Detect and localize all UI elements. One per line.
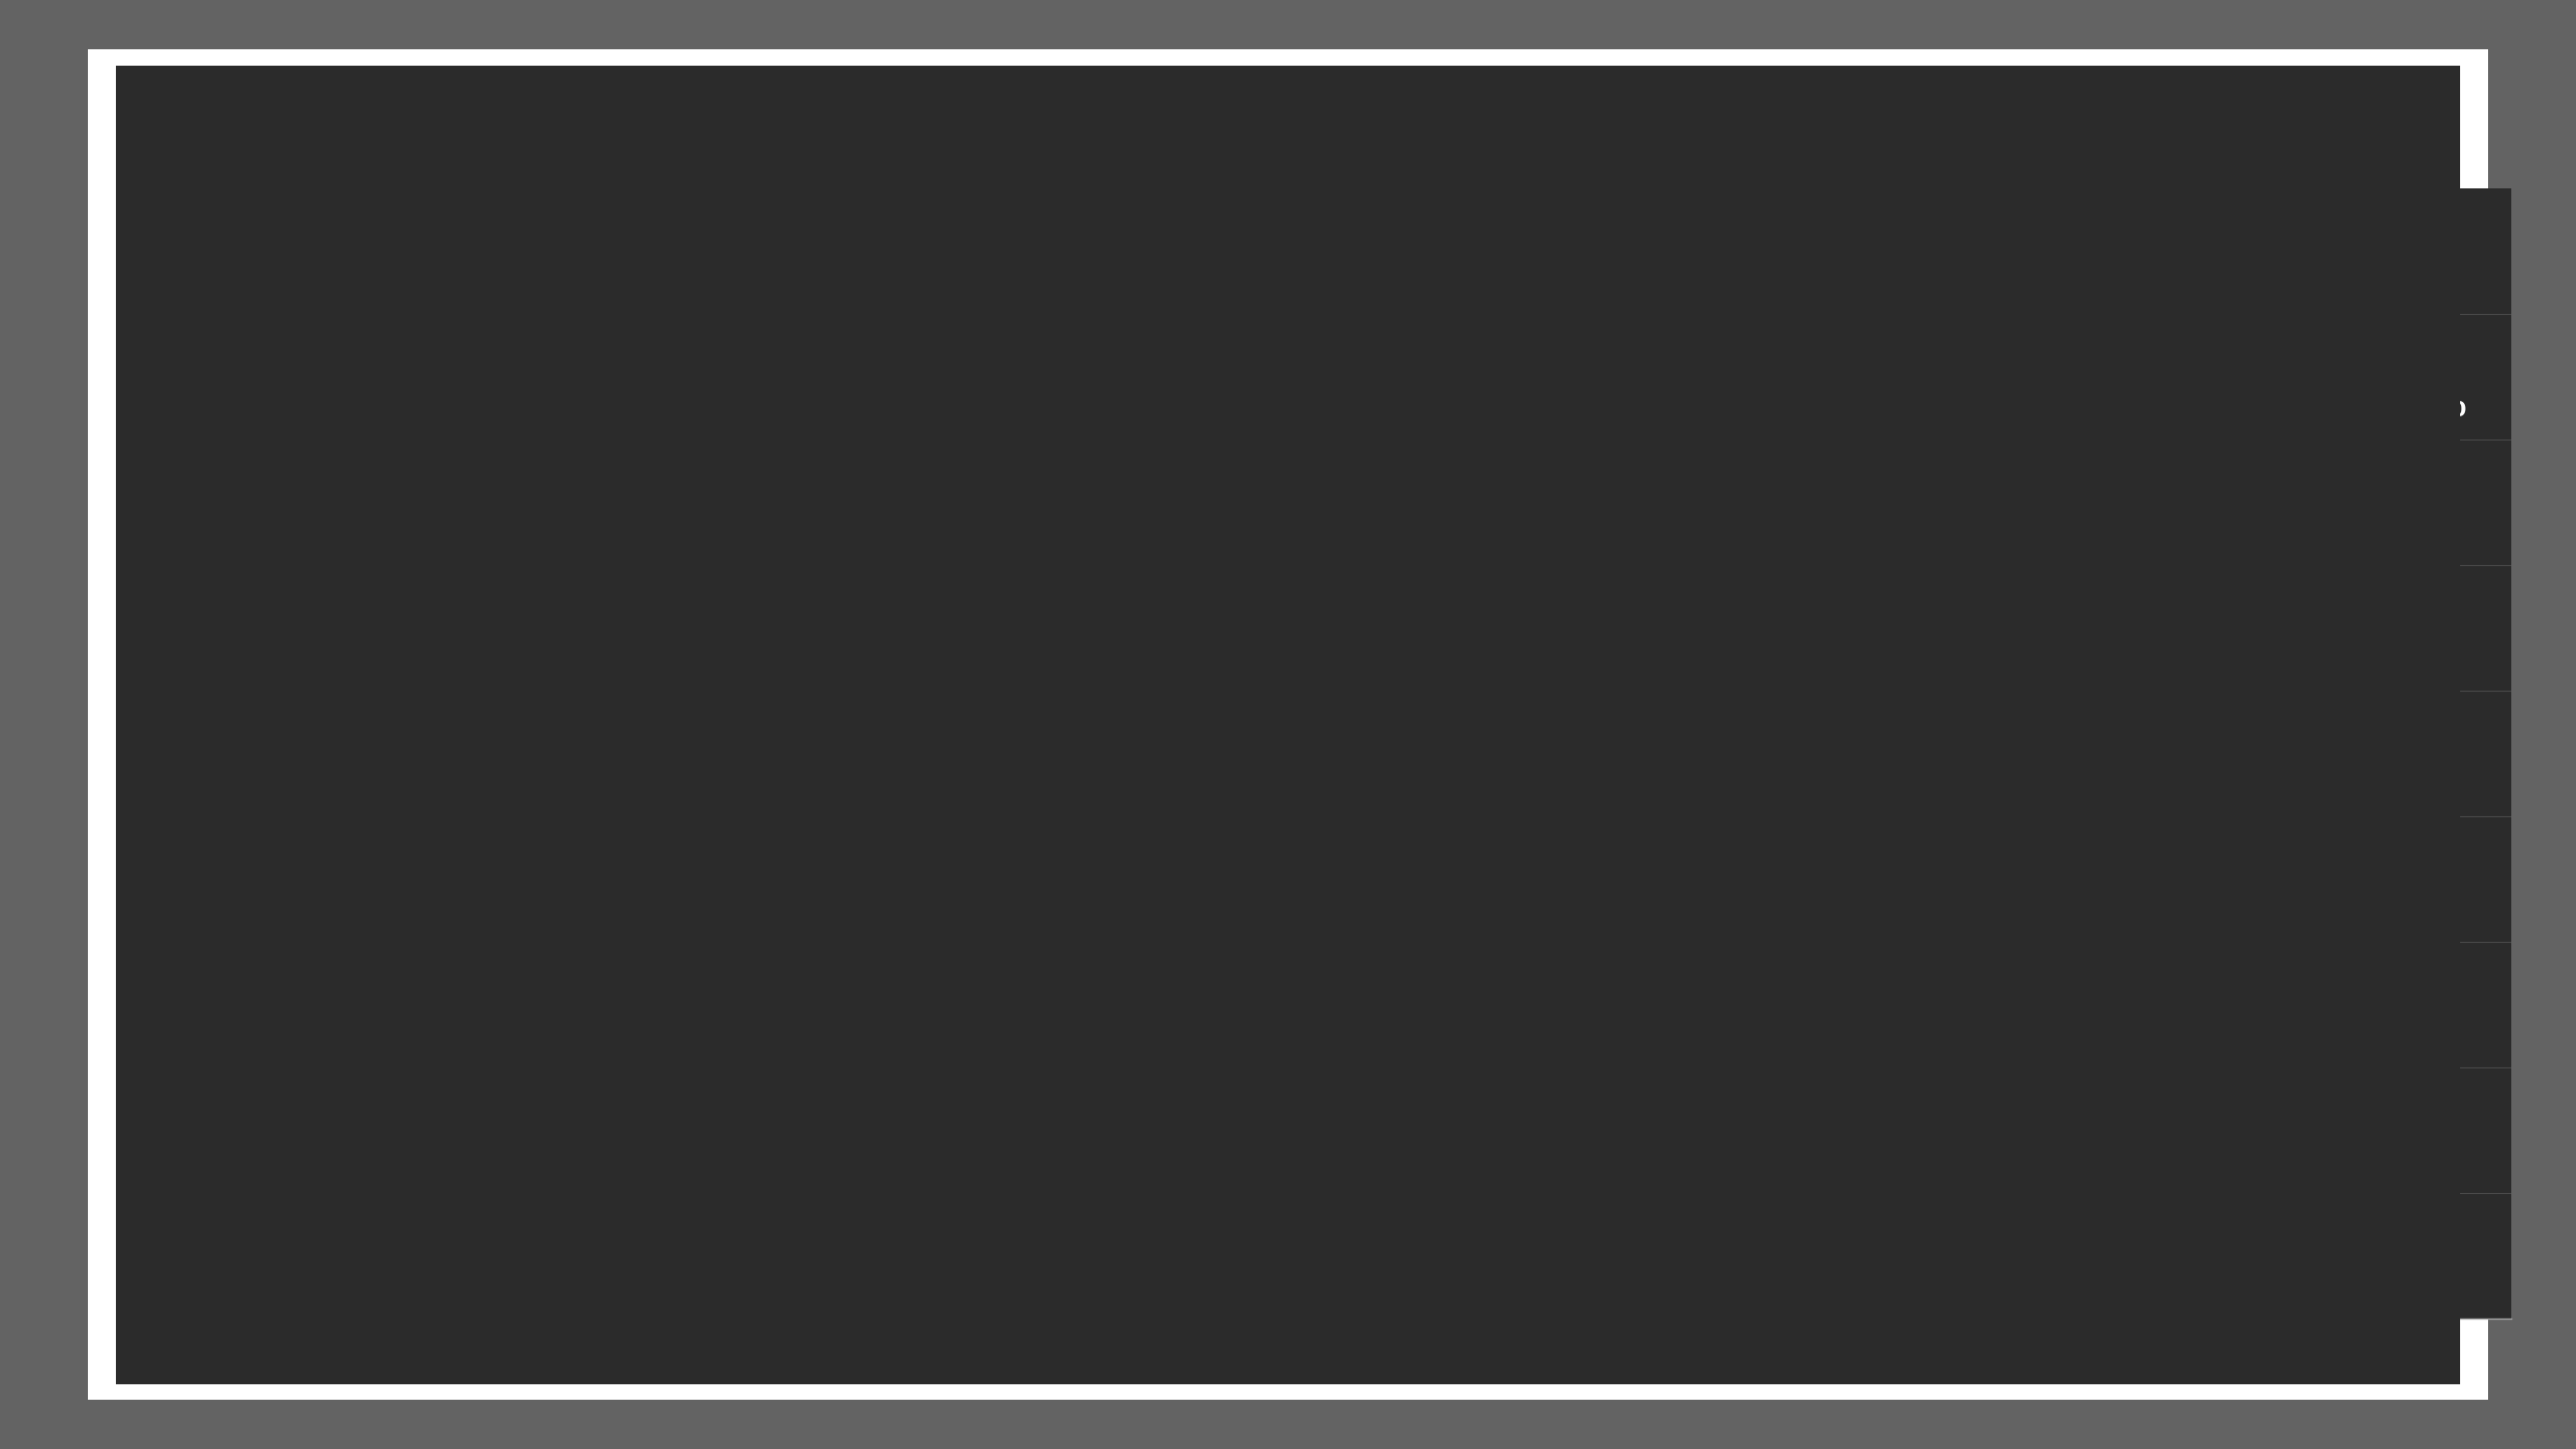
Text: $45,000: $45,000 xyxy=(1193,703,1291,722)
Text: $38,000: $38,000 xyxy=(956,791,1056,810)
Text: $31,000: $31,000 xyxy=(721,878,819,898)
Text: $69,000: $69,000 xyxy=(2367,401,2468,420)
Text: $21,000: $21,000 xyxy=(487,1004,585,1023)
Text: $49,000: $49,000 xyxy=(1427,652,1525,672)
Title: Fund Balance History
2014-2024: Fund Balance History 2014-2024 xyxy=(1133,71,1584,156)
Text: $58,000: $58,000 xyxy=(1899,539,1996,559)
Text: $64,000: $64,000 xyxy=(2133,464,2231,484)
Text: $54,000: $54,000 xyxy=(1662,590,1762,609)
Text: $21,000: $21,000 xyxy=(250,1004,350,1023)
